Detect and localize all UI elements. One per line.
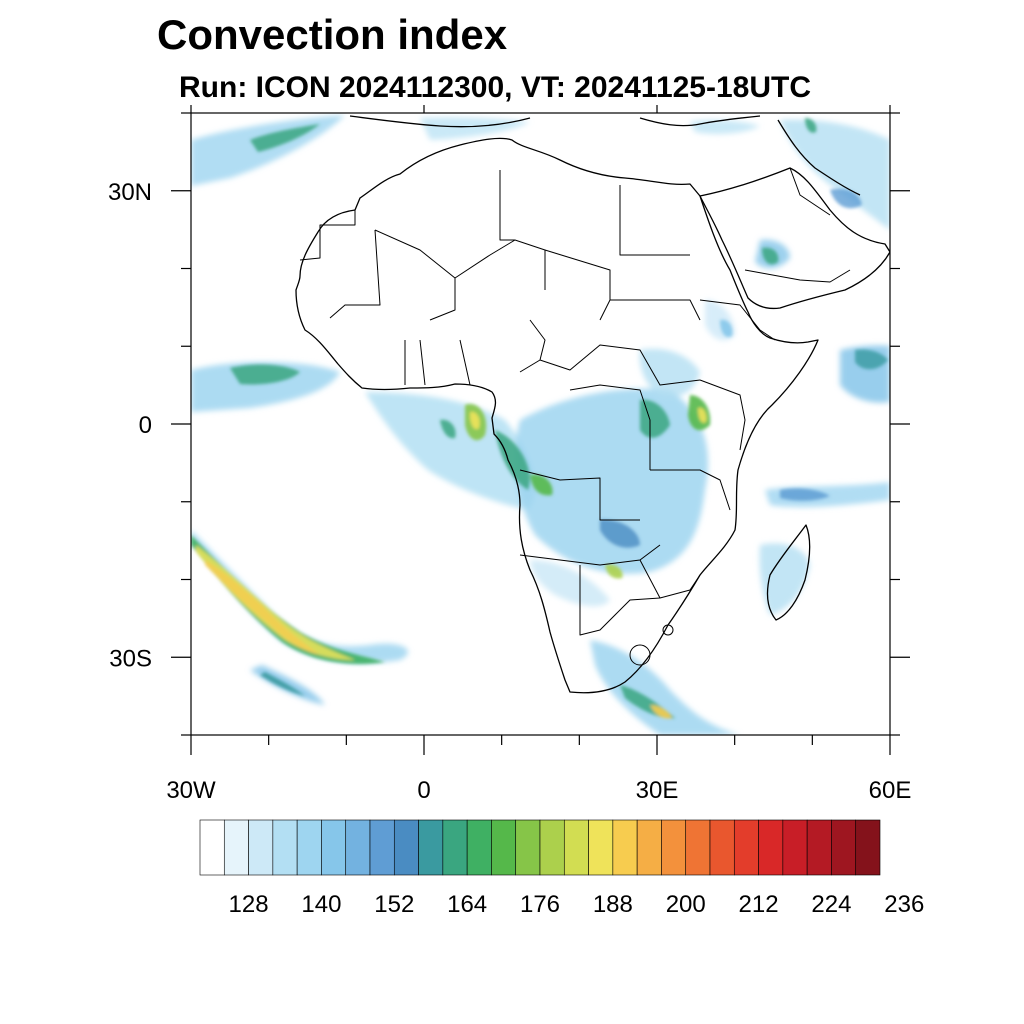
field-strong — [191, 118, 888, 719]
colorbar — [199, 819, 881, 876]
colorbar-swatch — [685, 819, 711, 876]
x-tick-label: 0 — [417, 777, 430, 804]
lesotho-border — [629, 644, 651, 666]
colorbar-swatch — [636, 819, 662, 876]
colorbar-swatch — [199, 819, 225, 876]
colorbar-swatch — [588, 819, 614, 876]
colorbar-swatch — [223, 819, 249, 876]
colorbar-swatch — [612, 819, 638, 876]
africa-coastline — [295, 137, 819, 694]
colorbar-swatch — [272, 819, 298, 876]
colorbar-swatch — [709, 819, 735, 876]
colorbar-tick-label: 224 — [811, 891, 851, 918]
colorbar-swatch — [418, 819, 444, 876]
colorbar-swatch — [345, 819, 371, 876]
colorbar-swatch — [831, 819, 857, 876]
arabia-coastline — [699, 167, 890, 310]
eastern-med-coast — [639, 115, 761, 127]
colorbar-swatch — [661, 819, 687, 876]
colorbar-tick-label: 200 — [666, 891, 706, 918]
colorbar-swatch — [733, 819, 759, 876]
colorbar-swatch — [393, 819, 419, 876]
colorbar-tick-label: 140 — [301, 891, 341, 918]
colorbar-swatch — [563, 819, 589, 876]
y-tick-label: 0 — [139, 412, 152, 439]
colorbar-swatch — [855, 819, 881, 876]
colorbar-swatch — [442, 819, 468, 876]
colorbar-swatch — [515, 819, 541, 876]
map-panel — [191, 113, 890, 735]
country-borders — [299, 167, 851, 636]
colorbar-swatch — [539, 819, 565, 876]
coastlines-and-borders — [295, 115, 890, 694]
x-tick-label: 30W — [166, 777, 216, 804]
colorbar-labels: 128 140 152 164 176 188 200 212 224 236 — [229, 891, 925, 918]
colorbar-swatch — [369, 819, 395, 876]
y-tick-label: 30S — [109, 645, 152, 672]
chart-title: Convection index — [157, 11, 508, 58]
colorbar-swatch — [491, 819, 517, 876]
colorbar-tick-label: 212 — [739, 891, 779, 918]
axis-ticks — [171, 105, 910, 755]
axis-tick-labels: 30W 0 30E 60E 30N 0 30S — [108, 179, 911, 804]
gulf-coastline — [777, 119, 861, 196]
x-tick-label: 60E — [869, 777, 912, 804]
colorbar-swatch — [466, 819, 492, 876]
colorbar-swatch — [321, 819, 347, 876]
colorbar-tick-label: 128 — [229, 891, 269, 918]
colorbar-tick-label: 188 — [593, 891, 633, 918]
madagascar-coastline — [766, 524, 811, 621]
colorbar-tick-label: 164 — [447, 891, 487, 918]
colorbar-swatch — [248, 819, 274, 876]
colorbar-tick-label: 236 — [884, 891, 924, 918]
colorbar-swatch — [806, 819, 832, 876]
colorbar-tick-label: 152 — [374, 891, 414, 918]
colorbar-swatch — [758, 819, 784, 876]
y-tick-label: 30N — [108, 179, 152, 206]
colorbar-swatch — [296, 819, 322, 876]
colorbar-swatch — [782, 819, 808, 876]
x-tick-label: 30E — [636, 777, 679, 804]
mediterranean-north-coast — [349, 115, 531, 128]
chart-subtitle: Run: ICON 2024112300, VT: 20241125-18UTC — [179, 71, 812, 104]
colorbar-tick-label: 176 — [520, 891, 560, 918]
eswatini-border — [662, 624, 674, 636]
